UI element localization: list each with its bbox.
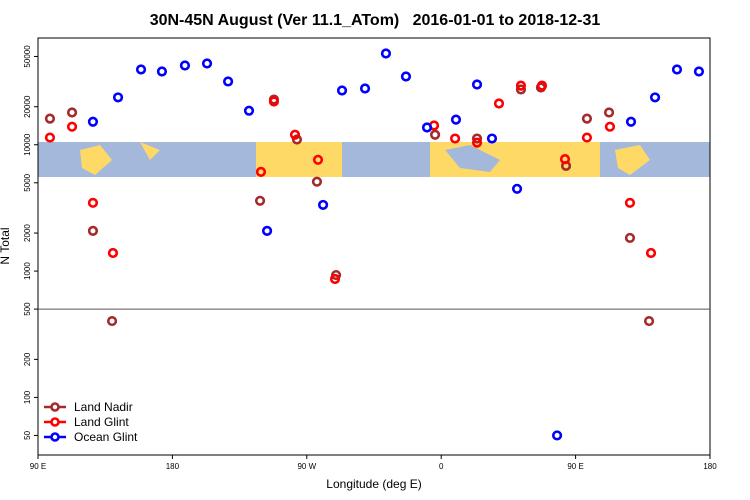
point	[671, 64, 683, 75]
point	[243, 105, 255, 116]
legend-label: Land Glint	[74, 415, 129, 429]
y-tick-label: 1000	[23, 262, 32, 280]
point	[336, 85, 348, 96]
y-tick-label: 50	[23, 430, 32, 439]
point	[261, 225, 273, 237]
legend-label: Ocean Glint	[74, 430, 138, 444]
point	[649, 92, 661, 103]
x-tick-label: 180	[703, 462, 717, 471]
point	[471, 79, 483, 90]
point	[179, 60, 191, 71]
y-tick-label: 2000	[23, 224, 32, 242]
point	[201, 58, 213, 69]
x-tick-label: 90 E	[30, 462, 46, 471]
point	[625, 116, 637, 127]
point	[87, 116, 99, 127]
point	[311, 176, 323, 187]
point	[329, 273, 341, 285]
y-tick-label: 20000	[23, 95, 32, 118]
point	[44, 132, 56, 143]
y-tick-label: 5000	[23, 173, 32, 191]
x-tick-label: 90 E	[567, 462, 583, 471]
point	[486, 133, 498, 144]
y-tick-label: 50000	[23, 45, 32, 68]
point	[536, 80, 548, 91]
point	[581, 132, 593, 143]
point	[87, 225, 99, 237]
point	[66, 121, 78, 132]
y-tick-label: 200	[23, 352, 32, 366]
point	[624, 232, 636, 244]
point	[291, 134, 303, 145]
point	[449, 133, 461, 144]
point	[559, 153, 571, 165]
point	[112, 92, 124, 103]
point	[254, 195, 266, 206]
point	[268, 96, 280, 107]
point	[693, 66, 705, 77]
plot-frame	[37, 37, 711, 456]
point	[429, 129, 441, 140]
point	[603, 107, 615, 118]
point	[223, 76, 234, 87]
legend-marker	[50, 417, 60, 427]
point	[87, 197, 99, 208]
point	[289, 129, 301, 140]
point	[255, 166, 267, 177]
point	[471, 137, 483, 148]
point	[135, 64, 147, 75]
y-tick-label: 100	[23, 390, 32, 404]
point	[317, 199, 329, 211]
point	[645, 247, 657, 259]
point	[450, 114, 462, 125]
point	[493, 98, 505, 109]
x-tick-label: 90 W	[297, 462, 316, 471]
point	[156, 66, 168, 77]
point	[581, 113, 593, 124]
point	[551, 430, 563, 441]
point	[106, 315, 118, 327]
x-axis-label: Longitude (deg E)	[326, 477, 421, 491]
point	[515, 84, 527, 95]
x-tick-label: 0	[439, 462, 444, 471]
point	[515, 80, 527, 91]
point	[400, 71, 412, 82]
point	[624, 197, 636, 208]
y-axis-label: N Total	[0, 227, 12, 264]
point	[44, 113, 56, 124]
point	[643, 315, 655, 327]
point	[380, 48, 392, 59]
chart-title: 30N-45N August (Ver 11.1_ATom) 2016-01-0…	[150, 12, 601, 29]
y-tick-label: 500	[23, 302, 32, 316]
map-band	[38, 142, 710, 177]
point	[604, 121, 616, 132]
point	[107, 247, 119, 259]
point	[66, 107, 78, 118]
y-tick-label: 10000	[23, 133, 32, 156]
legend-marker	[50, 402, 60, 412]
legend-marker	[50, 432, 60, 442]
x-tick-label: 180	[166, 462, 180, 471]
point	[421, 122, 433, 133]
point	[359, 83, 371, 94]
point	[471, 133, 483, 144]
legend-label: Land Nadir	[74, 400, 133, 414]
point	[312, 154, 324, 165]
point	[511, 183, 523, 194]
